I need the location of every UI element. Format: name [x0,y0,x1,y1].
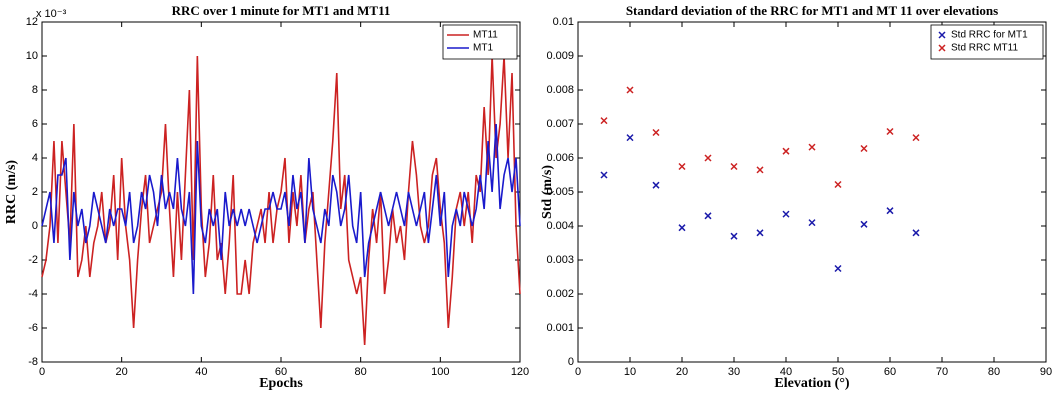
x-tick-label: 0 [575,366,581,378]
data-point [704,212,712,220]
data-point [678,224,686,232]
x-axis-label: Epochs [259,376,303,391]
data-point [704,154,712,162]
data-point [860,144,868,153]
data-point [782,210,790,218]
legend-label: MT11 [473,30,498,41]
y-axis-label: Std (m/s) [540,165,555,219]
x-tick-label: 20 [676,366,688,378]
y-tick-label: 8 [32,84,38,96]
data-point [730,232,738,240]
data-point [678,162,686,171]
legend-swatch [938,44,946,52]
data-point [782,147,790,155]
y-tick-label: 6 [32,118,38,130]
legend-swatch [938,31,946,39]
y-tick-label: -4 [28,288,38,300]
x-tick-label: 90 [1040,366,1052,378]
legend-label: Std RRC for MT1 [951,30,1028,41]
y-tick-label: 0.01 [553,16,574,28]
y-tick-label: -8 [28,356,38,368]
x-tick-label: 120 [511,366,529,378]
legend-box [442,24,518,60]
y-tick-label: 0.003 [546,254,574,266]
chart-panel: RRC over 1 minute for MT1 and MT11 Epochs… [4,3,529,391]
x-tick-label: 80 [988,366,1000,378]
data-point [808,143,816,151]
data-point [652,181,660,189]
y-tick-label: -2 [28,254,38,266]
y-tick-label: 0.006 [546,152,574,164]
y-tick-label: 12 [26,16,38,28]
data-point [808,219,816,227]
data-point [834,264,842,273]
y-tick-label: -6 [28,322,38,334]
legend-label: MT1 [473,43,493,54]
x-tick-label: 40 [195,366,207,378]
y-tick-label: 10 [26,50,38,62]
data-point [756,166,764,174]
y-tick-label: 0.007 [546,118,574,130]
plot-area [577,21,1047,363]
x-tick-label: 80 [355,366,367,378]
x-tick-label: 70 [936,366,948,378]
x-tick-label: 0 [39,366,45,378]
data-point [600,171,608,179]
x-axis-label: Elevation (°) [774,376,850,391]
legend-box [930,24,1044,60]
data-point [886,207,894,215]
y-tick-label: 0.001 [546,322,574,334]
data-line [41,123,521,295]
y-tick-label: 0 [568,356,574,368]
y-axis-label: RRC (m/s) [4,160,19,224]
y-tick-label: 0.004 [546,220,574,232]
data-point [912,229,920,237]
x-tick-label: 40 [780,366,792,378]
x-tick-label: 50 [832,366,844,378]
data-point [834,180,842,189]
x-tick-label: 20 [116,366,128,378]
data-point [756,229,764,237]
legend-label: Std RRC MT11 [951,43,1018,54]
data-point [600,117,608,125]
y-tick-label: 0 [32,220,38,232]
data-point [912,134,920,142]
y-tick-label: 2 [32,186,38,198]
data-point [730,162,738,171]
x-tick-label: 10 [624,366,636,378]
data-point [886,127,894,136]
y-tick-label: 0.005 [546,186,574,198]
x-tick-label: 30 [728,366,740,378]
x-tick-label: 60 [275,366,287,378]
chart-panel: Standard deviation of the RRC for MT1 an… [540,3,1052,391]
data-point [626,134,634,142]
y-tick-label: 0.009 [546,50,574,62]
data-line [41,55,521,346]
y-tick-label: 0.008 [546,84,574,96]
chart-title: Standard deviation of the RRC for MT1 an… [626,3,998,18]
x-tick-label: 100 [431,366,449,378]
y-tick-label: 4 [32,152,38,164]
y-multiplier: x 10⁻³ [36,8,67,20]
data-point [626,86,634,94]
x-tick-label: 60 [884,366,896,378]
y-tick-label: 0.002 [546,288,574,300]
data-point [860,220,868,228]
chart-title: RRC over 1 minute for MT1 and MT11 [172,3,391,18]
data-point [652,128,660,137]
